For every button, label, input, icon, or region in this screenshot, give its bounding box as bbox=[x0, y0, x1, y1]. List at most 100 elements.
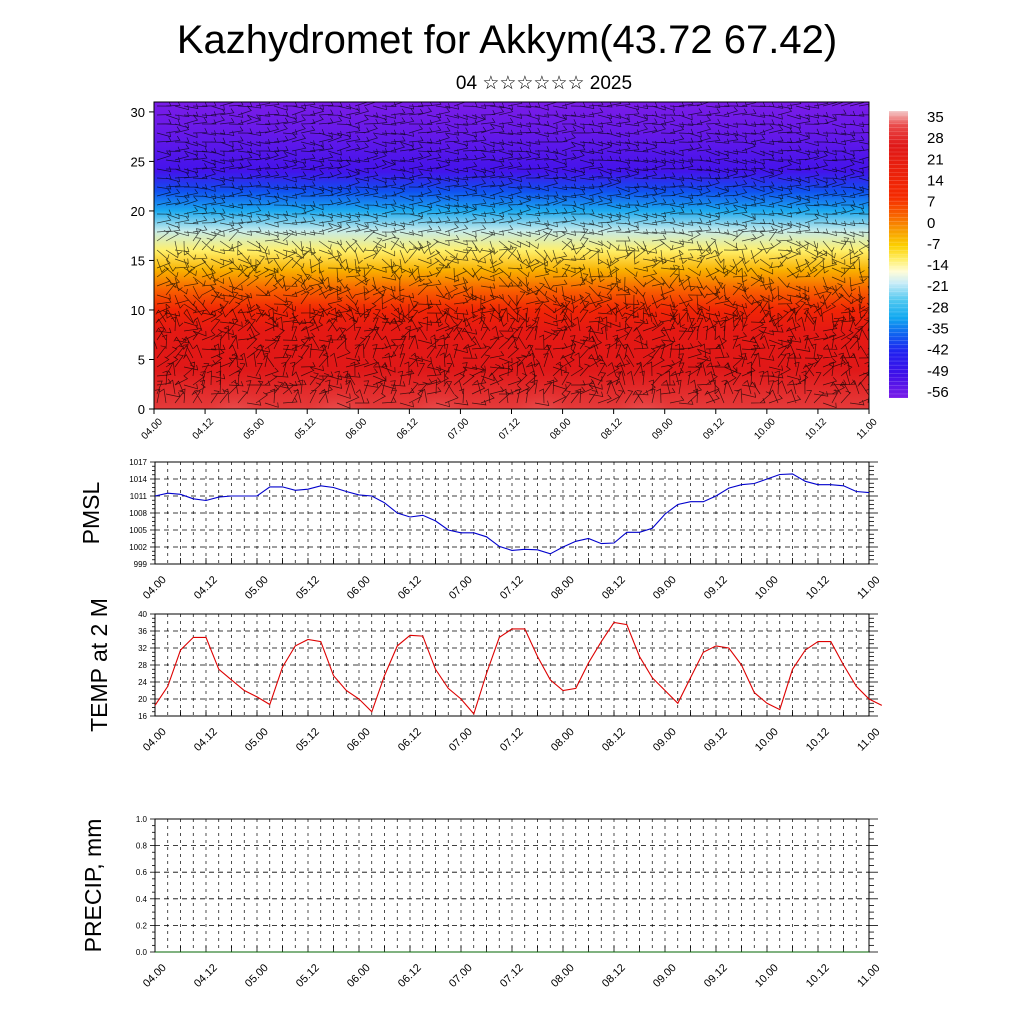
xsec-xtick-label-13: 10.12 bbox=[803, 416, 829, 442]
temp-2m-xtick-label-1: 04.12 bbox=[192, 726, 220, 754]
pmsl-xtick-label-9: 08.12 bbox=[600, 574, 628, 602]
precip-xtick-label-9: 08.12 bbox=[600, 962, 628, 990]
colorbar-label-2: 21 bbox=[927, 151, 944, 168]
cross-section-panel: 0 5 10 15 20 25 30 04.00 04.12 05.00 05.12 06.00 06.… bbox=[131, 101, 880, 442]
precip-xtick-label-14: 11.00 bbox=[855, 962, 882, 989]
precip-xtick-label-11: 09.12 bbox=[702, 962, 730, 990]
xsec-ytick-label-6: 30 bbox=[131, 105, 145, 120]
precip-xtick-label-2: 05.00 bbox=[243, 962, 271, 990]
pmsl-ytick-label-5: 1014 bbox=[129, 475, 147, 484]
temp-2m-series-line bbox=[154, 621, 883, 716]
colorbar-label-12: -49 bbox=[927, 363, 949, 380]
colorbar-label-3: 14 bbox=[927, 172, 944, 189]
xsec-xtick-label-9: 08.12 bbox=[599, 416, 625, 442]
colorbar-label-1: 28 bbox=[927, 130, 944, 147]
warm-spot-3 bbox=[510, 357, 575, 409]
pmsl-xtick-label-3: 05.12 bbox=[294, 574, 322, 602]
pmsl-ytick-label-1: 1002 bbox=[129, 543, 147, 552]
xsec-xtick-label-2: 05.00 bbox=[242, 416, 268, 442]
temp-2m-ytick-label-6: 40 bbox=[138, 610, 147, 619]
wind-barb-paths bbox=[154, 102, 869, 409]
precip-xtick-label-1: 04.12 bbox=[192, 962, 220, 990]
temp-2m-xtick-label-6: 07.00 bbox=[447, 726, 475, 754]
pmsl-xtick-label-14: 11.00 bbox=[855, 574, 882, 601]
pmsl-ytick-label-0: 999 bbox=[134, 560, 148, 569]
precip-panel: 0.0 0.2 0.4 0.6 0.8 1.0 04.00 04.12 05.00 05.12 06… bbox=[80, 815, 883, 990]
precip-xtick-label-5: 06.12 bbox=[396, 962, 424, 990]
xsec-xtick-label-3: 05.12 bbox=[293, 416, 319, 442]
colorbar-label-6: -7 bbox=[927, 236, 940, 253]
precip-xtick-label-6: 07.00 bbox=[447, 962, 475, 990]
colorbar-label-13: -56 bbox=[927, 384, 949, 401]
temp-2m-xtick-label-0: 04.00 bbox=[141, 726, 169, 754]
colorbar-label-4: 7 bbox=[927, 194, 935, 211]
pmsl-xtick-label-11: 09.12 bbox=[702, 574, 730, 602]
temp-2m-xtick-label-5: 06.12 bbox=[396, 726, 424, 754]
xsec-xtick-label-14: 11.00 bbox=[855, 416, 880, 441]
colorbar: 35 28 21 14 7 0 -7 -14 -21 -28 -35 -42 -49 -56 bbox=[889, 109, 949, 401]
xsec-xtick-label-4: 06.00 bbox=[344, 416, 370, 442]
colorbar-label-7: -14 bbox=[927, 257, 949, 274]
pmsl-xtick-label-10: 09.00 bbox=[651, 574, 679, 602]
temp-2m-xtick-label-2: 05.00 bbox=[243, 726, 271, 754]
xsec-ytick-label-0: 0 bbox=[138, 402, 145, 417]
pmsl-xtick-label-12: 10.00 bbox=[753, 574, 781, 602]
precip-xtick-label-13: 10.12 bbox=[804, 962, 832, 990]
temp-2m-xtick-label-8: 08.00 bbox=[549, 726, 577, 754]
xsec-xtick-label-12: 10.00 bbox=[752, 416, 778, 442]
warm-spots bbox=[203, 357, 677, 409]
xsec-xtick-label-0: 04.00 bbox=[139, 416, 165, 442]
xsec-xtick-label-11: 09.12 bbox=[701, 416, 727, 442]
precip-ytick-label-4: 0.8 bbox=[136, 842, 148, 851]
pmsl-xtick-label-2: 05.00 bbox=[243, 574, 271, 602]
precip-xtick-label-0: 04.00 bbox=[141, 962, 169, 990]
pmsl-xtick-label-13: 10.12 bbox=[804, 574, 832, 602]
temp-2m-xtick-label-14: 11.00 bbox=[855, 726, 882, 753]
precip-ytick-label-2: 0.4 bbox=[136, 895, 148, 904]
xsec-xtick-label-10: 09.00 bbox=[650, 416, 676, 442]
pmsl-panel: 999 1002 1005 1008 1011 1014 1017 04.00 04.12 05.… bbox=[78, 458, 883, 602]
temp-2m-ytick-label-4: 32 bbox=[138, 644, 147, 653]
temp-2m-xtick-label-11: 09.12 bbox=[702, 726, 730, 754]
pmsl-xtick-label-4: 06.00 bbox=[345, 574, 373, 602]
colorbar-fill bbox=[889, 111, 908, 398]
chart-title: Kazhydromet for Akkym(43.72 67.42) bbox=[176, 18, 838, 62]
colorbar-label-5: 0 bbox=[927, 215, 935, 232]
xsec-ytick-label-3: 15 bbox=[131, 253, 145, 268]
temp-2m-ylabel: TEMP at 2 M bbox=[86, 598, 112, 732]
precip-ytick-label-3: 0.6 bbox=[136, 868, 148, 877]
precip-xtick-label-8: 08.00 bbox=[549, 962, 577, 990]
chart-subtitle: 04 ☆☆☆☆☆☆ 2025 bbox=[455, 73, 633, 94]
xsec-xtick-label-7: 07.12 bbox=[497, 416, 523, 442]
xsec-ytick-label-4: 20 bbox=[131, 204, 145, 219]
temp-2m-xtick-label-9: 08.12 bbox=[600, 726, 628, 754]
precip-xtick-label-7: 07.12 bbox=[498, 962, 526, 990]
precip-ytick-label-5: 1.0 bbox=[136, 815, 148, 824]
precip-xtick-label-3: 05.12 bbox=[294, 962, 322, 990]
pmsl-xtick-label-0: 04.00 bbox=[141, 574, 169, 602]
temp-2m-ytick-label-1: 20 bbox=[138, 695, 147, 704]
pmsl-ylabel: PMSL bbox=[78, 481, 104, 544]
temp-2m-xtick-label-13: 10.12 bbox=[804, 726, 832, 754]
pmsl-xtick-label-6: 07.00 bbox=[447, 574, 475, 602]
temp-2m-xtick-label-7: 07.12 bbox=[498, 726, 526, 754]
pmsl-ytick-label-4: 1011 bbox=[130, 492, 148, 501]
xsec-ytick-label-5: 25 bbox=[131, 154, 145, 169]
pmsl-ytick-label-6: 1017 bbox=[129, 458, 147, 467]
temp-2m-xtick-label-10: 09.00 bbox=[651, 726, 679, 754]
temp-2m-xtick-label-4: 06.00 bbox=[345, 726, 373, 754]
wind-barbs bbox=[154, 102, 869, 409]
xsec-xtick-label-1: 04.12 bbox=[191, 416, 217, 442]
xsec-ytick-label-1: 5 bbox=[138, 352, 145, 367]
xsec-ytick-label-2: 10 bbox=[131, 303, 145, 318]
colorbar-label-0: 35 bbox=[927, 109, 944, 126]
pmsl-xtick-label-8: 08.00 bbox=[549, 574, 577, 602]
colorbar-label-8: -21 bbox=[927, 278, 949, 295]
colorbar-label-11: -42 bbox=[927, 342, 949, 359]
warm-spot-4 bbox=[612, 357, 677, 409]
pmsl-ytick-label-3: 1008 bbox=[129, 509, 147, 518]
pmsl-xtick-label-5: 06.12 bbox=[396, 574, 424, 602]
temp-panel: 16 20 24 28 32 36 40 04.00 04.12 05.00 05.12 06.00 0… bbox=[86, 598, 883, 754]
precip-ytick-label-1: 0.2 bbox=[136, 921, 148, 930]
